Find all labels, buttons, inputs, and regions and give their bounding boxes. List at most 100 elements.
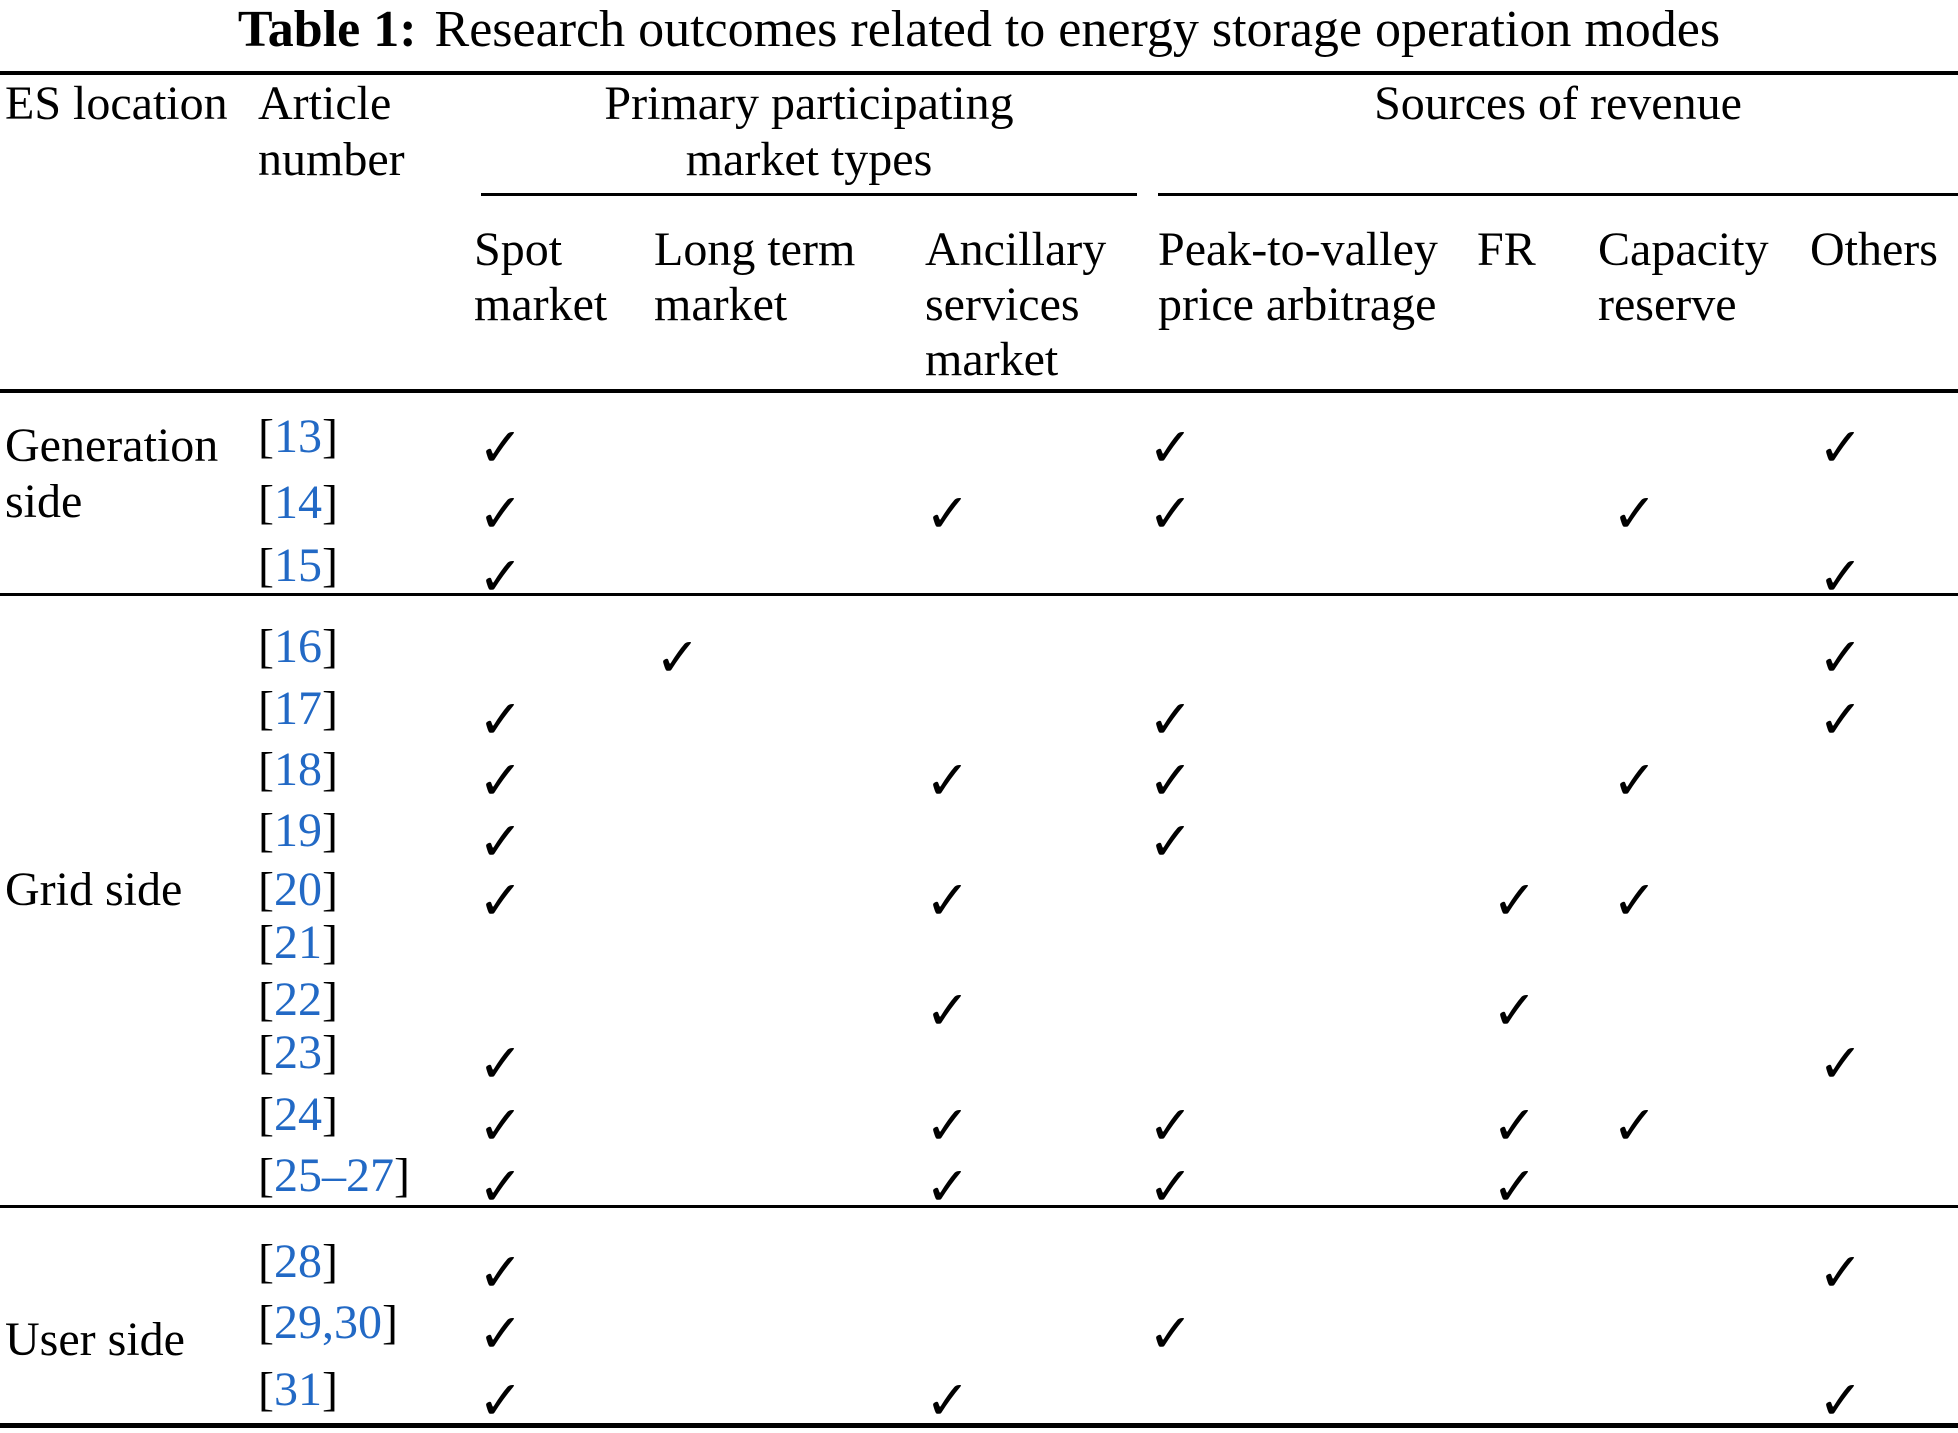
citation-bracket: [ [258, 1296, 274, 1349]
citation-link[interactable]: [31] [258, 1362, 338, 1418]
check-mark: ✓ [925, 869, 971, 932]
citation-bracket: [ [258, 743, 274, 796]
citation-bracket: [ [258, 476, 274, 529]
table-rule-sources-group [1158, 193, 1958, 196]
column-header-long-term: Long term market [654, 222, 855, 332]
column-header-article-number: Article number [258, 77, 405, 186]
citation-number[interactable]: 17 [273, 682, 322, 735]
table-rule-primary-group [481, 193, 1137, 196]
check-mark: ✓ [1492, 979, 1538, 1042]
group-header-primary-markets: Primary participating market types [604, 77, 1014, 186]
check-mark: ✓ [1148, 1302, 1194, 1365]
citation-link[interactable]: [13] [258, 409, 338, 465]
citation-number[interactable]: 24 [273, 1088, 322, 1141]
check-mark: ✓ [478, 545, 524, 608]
column-header-line: price arbitrage [1158, 278, 1437, 331]
citation-number[interactable]: 15 [273, 539, 322, 592]
citation-bracket: ] [321, 863, 338, 916]
citation-link[interactable]: [18] [258, 742, 338, 798]
citation-number[interactable]: 20 [273, 863, 322, 916]
citation-link[interactable]: [15] [258, 538, 338, 594]
citation-bracket: [ [258, 1088, 274, 1141]
citation-bracket: ] [393, 1149, 410, 1202]
citation-link[interactable]: [28] [258, 1234, 338, 1290]
citation-link[interactable]: [24] [258, 1087, 338, 1143]
citation-link[interactable]: [25–27] [258, 1148, 410, 1204]
citation-bracket: ] [321, 743, 338, 796]
check-mark: ✓ [1612, 482, 1658, 545]
check-mark: ✓ [925, 482, 971, 545]
citation-link[interactable]: [29,30] [258, 1295, 398, 1351]
citation-link[interactable]: [14] [258, 475, 338, 531]
citation-bracket: [ [258, 1026, 274, 1079]
citation-number[interactable]: 31 [273, 1363, 322, 1416]
column-header-line: market [474, 278, 608, 331]
citation-bracket: ] [321, 1363, 338, 1416]
row-group-label-grid-side: Grid side [5, 863, 183, 916]
check-mark: ✓ [478, 1155, 524, 1218]
row-group-label-user-side: User side [5, 1313, 185, 1366]
check-mark: ✓ [478, 1094, 524, 1157]
citation-bracket: [ [258, 973, 274, 1026]
citation-number[interactable]: 28 [273, 1235, 322, 1288]
check-mark: ✓ [478, 416, 524, 479]
table-rule-generation-grid [0, 593, 1958, 596]
citation-number[interactable]: 22 [273, 973, 322, 1026]
check-mark: ✓ [925, 1094, 971, 1157]
citation-number[interactable]: 19 [273, 804, 322, 857]
citation-number[interactable]: 18 [273, 743, 322, 796]
citation-number[interactable]: 21 [273, 916, 322, 969]
check-mark: ✓ [1148, 1155, 1194, 1218]
column-header-line: Others [1810, 223, 1938, 276]
column-header-fr: FR [1477, 222, 1536, 277]
check-mark: ✓ [655, 626, 701, 689]
column-header-es-location: ES location [5, 77, 228, 130]
column-header-line: Ancillary [925, 223, 1107, 276]
table-rule-bottom [0, 1423, 1958, 1428]
citation-bracket: ] [321, 620, 338, 673]
check-mark: ✓ [1818, 545, 1864, 608]
citation-bracket: [ [258, 916, 274, 969]
check-mark: ✓ [1818, 1241, 1864, 1304]
check-mark: ✓ [478, 688, 524, 751]
citation-number[interactable]: 13 [273, 410, 322, 463]
citation-bracket: ] [321, 916, 338, 969]
citation-bracket: [ [258, 410, 274, 463]
citation-number[interactable]: 16 [273, 620, 322, 673]
citation-bracket: [ [258, 1235, 274, 1288]
column-header-line: FR [1477, 223, 1536, 276]
citation-link[interactable]: [19] [258, 803, 338, 859]
citation-link[interactable]: [23] [258, 1025, 338, 1081]
check-mark: ✓ [1148, 810, 1194, 873]
check-mark: ✓ [478, 482, 524, 545]
table-rule-top [0, 71, 1958, 75]
check-mark: ✓ [925, 1369, 971, 1432]
check-mark: ✓ [1612, 869, 1658, 932]
citation-bracket: ] [321, 1026, 338, 1079]
column-header-line: Spot [474, 223, 563, 276]
citation-link[interactable]: [21] [258, 915, 338, 971]
column-header-ancillary: Ancillary services market [925, 222, 1106, 387]
check-mark: ✓ [1818, 626, 1864, 689]
check-mark: ✓ [1148, 749, 1194, 812]
table-rule-header-bottom [0, 389, 1958, 393]
citation-bracket: ] [321, 476, 338, 529]
citation-link[interactable]: [22] [258, 972, 338, 1028]
citation-number[interactable]: 25–27 [273, 1149, 394, 1202]
citation-link[interactable]: [20] [258, 862, 338, 918]
citation-number[interactable]: 29,30 [273, 1296, 382, 1349]
citation-bracket: [ [258, 804, 274, 857]
citation-link[interactable]: [17] [258, 681, 338, 737]
group-header-sources-of-revenue: Sources of revenue [1374, 77, 1742, 130]
citation-number[interactable]: 23 [273, 1026, 322, 1079]
citation-link[interactable]: [16] [258, 619, 338, 675]
citation-bracket: [ [258, 682, 274, 735]
column-header-line: Long term [654, 223, 856, 276]
citation-bracket: [ [258, 1363, 274, 1416]
check-mark: ✓ [478, 1032, 524, 1095]
citation-bracket: [ [258, 1149, 274, 1202]
row-group-label-generation-side: Generation side [5, 419, 219, 528]
table-caption: Table 1: Research outcomes related to ene… [0, 0, 1958, 59]
citation-number[interactable]: 14 [273, 476, 322, 529]
